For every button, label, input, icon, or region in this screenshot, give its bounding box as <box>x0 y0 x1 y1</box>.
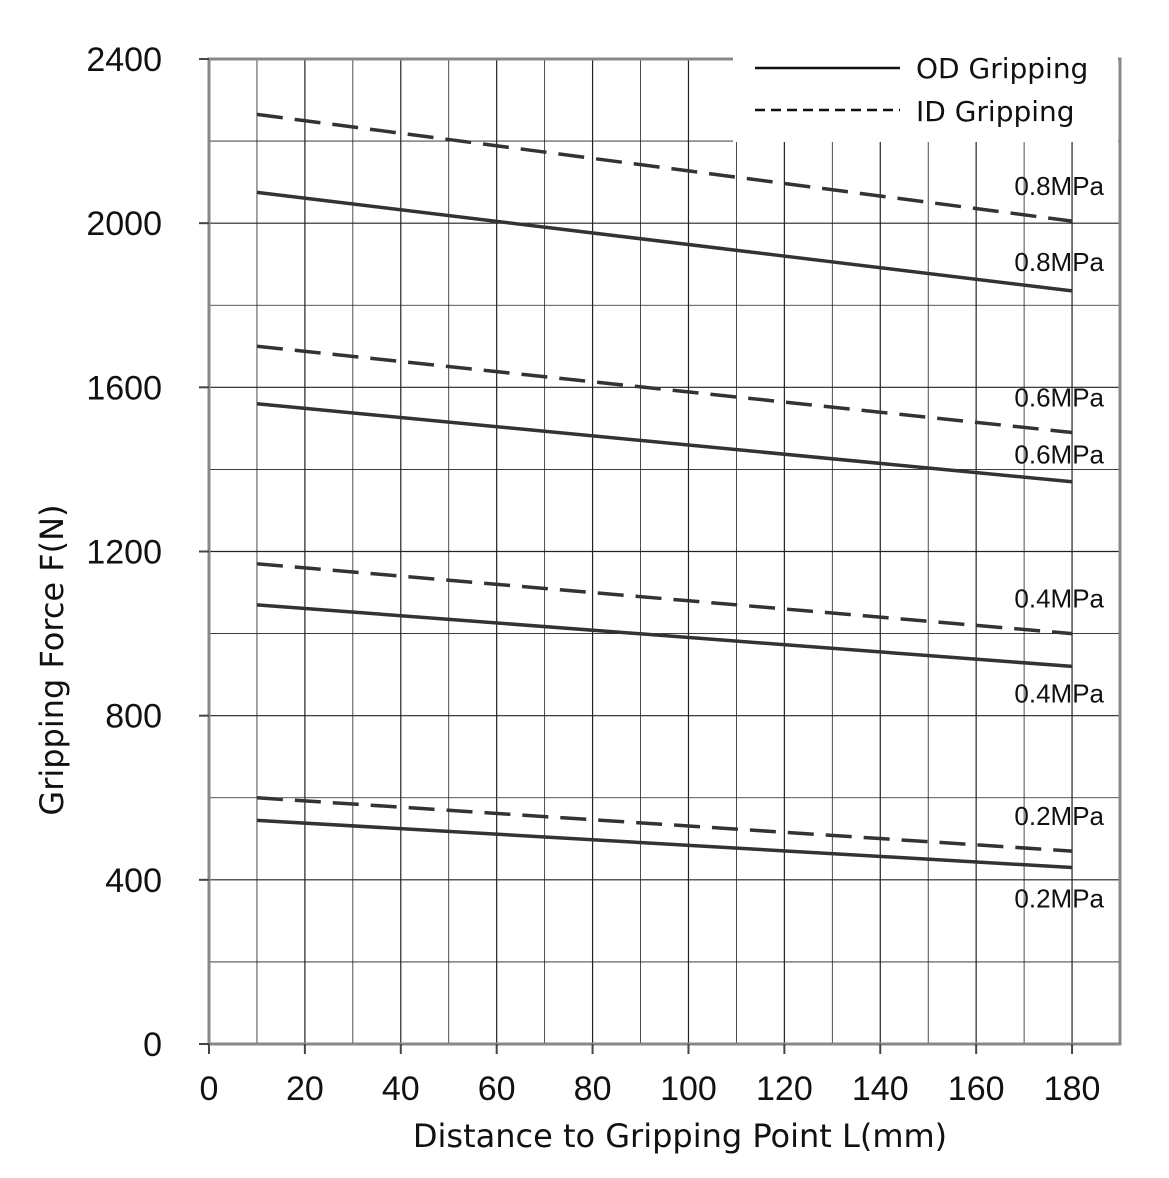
od-gripping-line-0.2MPa <box>256 818 1073 870</box>
x-tick-label: 40 <box>382 1070 420 1108</box>
series-label: 0.2MPa <box>1014 801 1104 831</box>
legend-box <box>733 22 1118 142</box>
od-gripping-line-0.6MPa <box>256 402 1073 484</box>
y-tick-label: 2000 <box>86 205 162 243</box>
series-label: 0.6MPa <box>1014 440 1104 470</box>
tick-labels: 0 20 40 60 80 100 120 140 160 180 0 400 800 1200 1600 2… <box>86 41 1100 1108</box>
series-label: 0.8MPa <box>1014 247 1104 277</box>
x-axis-title: Distance to Gripping Point L(mm) <box>413 1117 947 1155</box>
x-tick-label: 180 <box>1044 1070 1101 1108</box>
od-gripping-line-0.4MPa <box>256 603 1073 669</box>
y-tick-label: 800 <box>105 698 162 736</box>
x-tick-label: 120 <box>756 1070 813 1108</box>
y-tick-label: 400 <box>105 862 162 900</box>
series-label: 0.2MPa <box>1014 884 1104 914</box>
id-gripping-line-0.6MPa <box>256 344 1073 435</box>
grid-lines <box>207 57 1122 1046</box>
od-gripping-line-0.8MPa <box>256 190 1073 293</box>
series-label: 0.4MPa <box>1014 678 1104 708</box>
y-tick-label: 1200 <box>86 534 162 572</box>
x-tick-label: 160 <box>948 1070 1005 1108</box>
y-tick-label: 2400 <box>86 41 162 79</box>
x-tick-label: 0 <box>200 1070 219 1108</box>
legend-entry-od: OD Gripping <box>916 52 1088 85</box>
y-tick-label: 1600 <box>86 369 162 407</box>
x-tick-label: 80 <box>574 1070 612 1108</box>
x-tick-label: 20 <box>286 1070 324 1108</box>
x-tick-label: 100 <box>660 1070 717 1108</box>
legend: OD Gripping ID Gripping <box>733 22 1118 142</box>
x-tick-label: 140 <box>852 1070 909 1108</box>
y-axis-title: Gripping Force F(N) <box>33 504 71 815</box>
id-gripping-line-0.2MPa <box>256 796 1073 853</box>
id-gripping-line-0.4MPa <box>256 562 1073 636</box>
y-tick-label: 0 <box>143 1026 162 1064</box>
series-labels: 0.8MPa 0.8MPa 0.6MPa 0.6MPa 0.4MPa 0.4MPa 0.2M… <box>1014 171 1104 913</box>
x-tick-label: 60 <box>478 1070 516 1108</box>
series-label: 0.8MPa <box>1014 171 1104 201</box>
series-label: 0.4MPa <box>1014 584 1104 614</box>
legend-entry-id: ID Gripping <box>916 95 1075 128</box>
series-lines <box>256 112 1073 870</box>
id-gripping-line-0.8MPa <box>256 112 1073 223</box>
series-label: 0.6MPa <box>1014 382 1104 412</box>
